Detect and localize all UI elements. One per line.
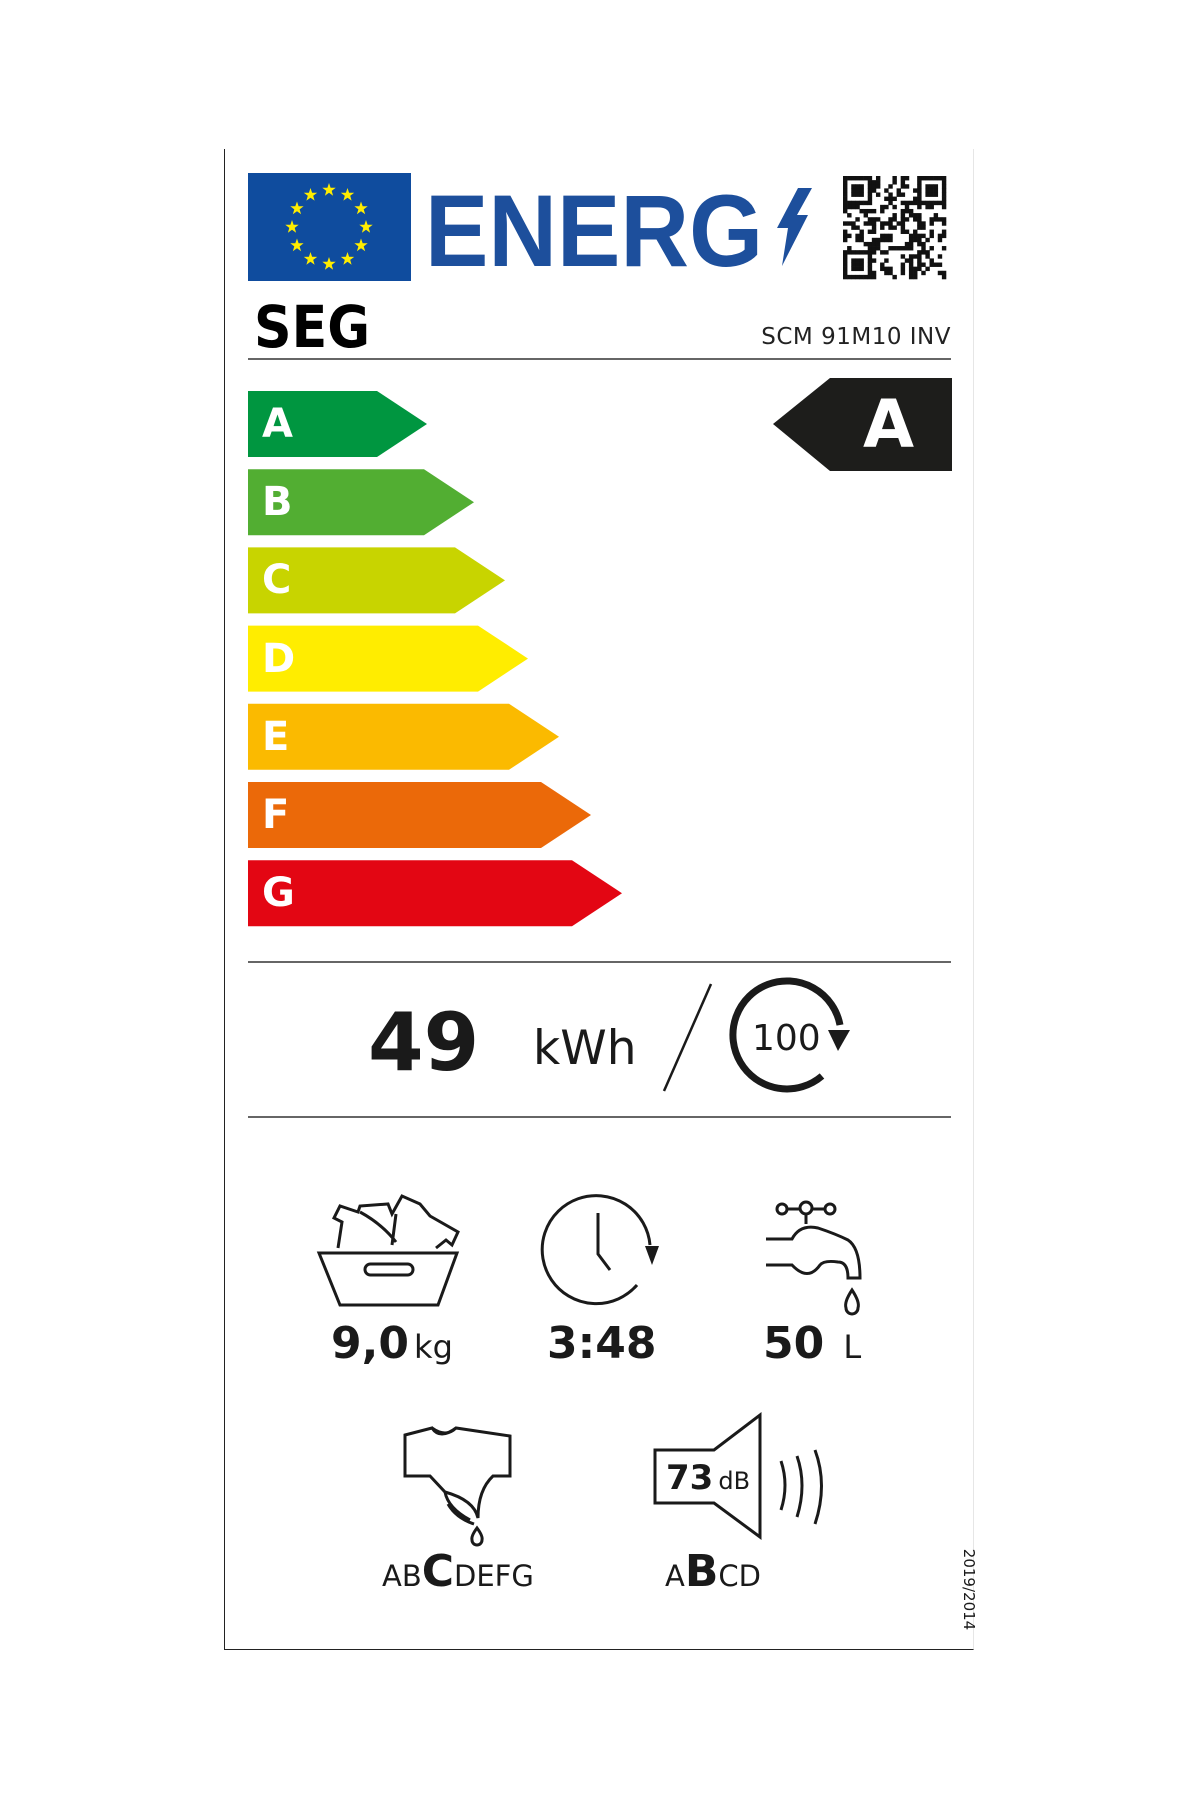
programme-duration: 3:48 (547, 1318, 657, 1369)
star-icon (354, 201, 368, 215)
capacity-value: 9,0 (331, 1318, 409, 1369)
star-icon (303, 188, 318, 201)
water-consumption: 50 L (763, 1322, 861, 1366)
capacity-unit: kg (414, 1328, 453, 1366)
energy-class-bar-e (248, 703, 559, 770)
slash-separator (662, 983, 713, 1092)
energy-consumption-unit: kWh (533, 1021, 637, 1076)
svg-text:SEG: SEG (254, 293, 370, 361)
spin-drying-class: ABCDEFG (382, 1550, 534, 1594)
water-value: 50 (763, 1318, 825, 1369)
noise-unit: dB (718, 1467, 751, 1495)
capacity: 9,0 kg (331, 1322, 453, 1366)
star-icon (285, 220, 299, 233)
water-unit: L (843, 1328, 862, 1366)
lightning-icon (777, 188, 812, 266)
energy-consumption-value: 49 (368, 996, 480, 1089)
star-icon (322, 183, 336, 196)
spin-class-post: DEFG (454, 1559, 534, 1593)
speaker-icon (653, 1411, 823, 1540)
energy-class-bar-a (248, 391, 427, 457)
energy-class-letter: C (262, 557, 292, 604)
regulation-number: 2019/2014 (960, 1548, 979, 1631)
noise-class: ABCD (665, 1550, 761, 1594)
energy-class-letter: B (262, 479, 293, 526)
star-icon (340, 252, 355, 265)
laundry-basket-icon (316, 1194, 460, 1307)
rotate-arrow-icon (729, 977, 850, 1093)
star-icon (290, 238, 304, 252)
noise-class-pre: A (665, 1559, 685, 1593)
energy-class-bar-c (248, 547, 505, 614)
star-icon (322, 257, 336, 270)
noise-class-active: B (684, 1546, 719, 1597)
energy-class-bar-d (248, 625, 528, 692)
brand-logo: SEG (254, 293, 370, 361)
noise-level: 73 dB (666, 1461, 750, 1495)
energy-class-letter: A (262, 401, 293, 447)
model-identifier: SCM 91M10 INV (761, 324, 951, 350)
spin-drying-shirt-icon (403, 1426, 512, 1547)
energy-class-bar-g (248, 860, 622, 927)
energy-class-letter: E (262, 713, 290, 760)
label-frame (224, 149, 974, 1650)
energy-class-letter: F (262, 792, 290, 838)
energy-logo-text: ENERG (425, 174, 763, 288)
eu-flag-icon (248, 173, 411, 281)
energy-class-bar-b (248, 469, 474, 536)
clock-icon (540, 1194, 659, 1306)
star-icon (359, 220, 373, 233)
energy-class-letter: G (262, 870, 295, 917)
water-tap-icon (766, 1200, 862, 1316)
noise-value: 73 (666, 1458, 714, 1498)
noise-class-post: CD (718, 1559, 761, 1593)
rated-class-letter: A (863, 386, 915, 463)
cycles-count: 100 (752, 1018, 821, 1059)
star-icon (340, 188, 355, 201)
energy-class-bar-f (248, 782, 591, 848)
energy-class-letter: D (262, 635, 296, 682)
spin-class-active: C (421, 1546, 455, 1597)
star-icon (303, 252, 318, 265)
star-icon (354, 238, 368, 252)
qr-code[interactable] (843, 176, 947, 280)
star-icon (290, 201, 304, 215)
rated-class-indicator (773, 378, 952, 471)
spin-class-pre: AB (382, 1559, 422, 1593)
